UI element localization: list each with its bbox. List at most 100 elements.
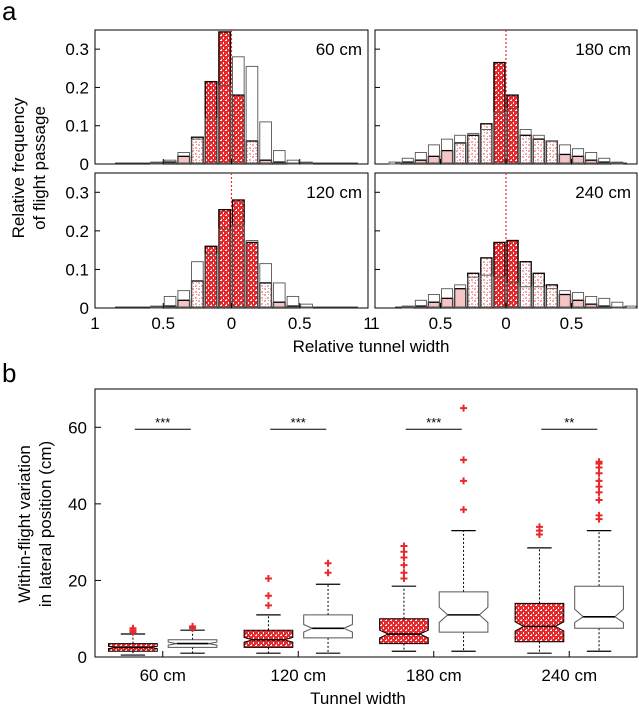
bar-series1 bbox=[532, 134, 545, 165]
bar-series1 bbox=[163, 295, 177, 309]
bar-series1 bbox=[558, 290, 571, 309]
bar-series0 bbox=[440, 149, 454, 165]
x-tick-label: 0.5 bbox=[560, 314, 584, 333]
histogram-240cm: 240 cm 1 0.5 0 0.5 bbox=[370, 172, 638, 333]
bar-series1 bbox=[286, 159, 300, 165]
y-tick-label: 0.1 bbox=[65, 260, 89, 279]
histogram-title: 120 cm bbox=[306, 183, 362, 202]
bar-series0 bbox=[519, 261, 532, 309]
bar-series0 bbox=[532, 272, 545, 309]
histogram-title: 60 cm bbox=[316, 40, 362, 59]
y-tick-label: 60 bbox=[68, 418, 87, 437]
bar-series1 bbox=[177, 152, 190, 165]
panel-b-letter: b bbox=[2, 358, 16, 388]
flier-marker bbox=[264, 601, 272, 609]
bar-series1 bbox=[611, 301, 624, 309]
box-open bbox=[574, 585, 624, 629]
panel-b-ylabel-line2: in lateral position (cm) bbox=[36, 441, 55, 607]
bar-series1 bbox=[493, 276, 506, 309]
x-tick-label: 0 bbox=[227, 314, 236, 333]
x-tick-label: 120 cm bbox=[270, 666, 326, 685]
y-tick-label: 40 bbox=[68, 495, 87, 514]
flier-marker bbox=[400, 561, 408, 569]
bar-series0 bbox=[519, 134, 532, 165]
y-tick-label: 0.2 bbox=[65, 78, 89, 97]
y-tick-label: 20 bbox=[68, 571, 87, 590]
histogram-60cm: 60 cm 0 0.1 0.2 0.3 bbox=[65, 29, 369, 174]
flier-marker bbox=[324, 569, 332, 577]
histogram-title: 240 cm bbox=[575, 183, 631, 202]
flier-marker bbox=[460, 456, 468, 464]
bar-series1 bbox=[300, 303, 313, 309]
significance-label: *** bbox=[291, 415, 306, 430]
bar-series0 bbox=[545, 140, 559, 165]
boxplot-panel: 0 20 40 60 60 cm *** 120 cm *** 180 cm *** 240 cm *… bbox=[68, 388, 638, 685]
y-tick-label: 0 bbox=[80, 299, 89, 318]
bar-series1 bbox=[598, 297, 611, 309]
flier-marker bbox=[400, 542, 408, 550]
bar-series1 bbox=[441, 138, 454, 165]
bar-series1 bbox=[532, 286, 545, 309]
bar-series1 bbox=[441, 288, 454, 309]
x-tick-label: 180 cm bbox=[406, 666, 462, 685]
histogram-frame bbox=[374, 29, 638, 165]
flier-marker bbox=[129, 624, 137, 632]
bar-series1 bbox=[598, 157, 611, 165]
x-tick-label: 0.5 bbox=[288, 314, 312, 333]
bar-series1 bbox=[218, 228, 231, 309]
bar-series1 bbox=[259, 263, 272, 309]
panel-a-xlabel: Relative tunnel width bbox=[293, 337, 450, 356]
bar-series1 bbox=[427, 294, 440, 309]
box-open bbox=[303, 614, 353, 639]
bar-series0 bbox=[231, 199, 245, 309]
bar-series1 bbox=[245, 65, 259, 165]
panel-a-ylabel-line1: Relative frequency bbox=[9, 97, 28, 238]
bar-series1 bbox=[480, 274, 493, 309]
flier-marker bbox=[595, 496, 603, 504]
bar-series1 bbox=[204, 117, 218, 165]
bar-series1 bbox=[493, 111, 506, 165]
bar-series1 bbox=[545, 140, 558, 165]
bar-series0 bbox=[218, 31, 232, 165]
bar-series1 bbox=[454, 284, 467, 309]
bar-series1 bbox=[232, 224, 245, 309]
bar-series0 bbox=[506, 94, 519, 165]
bar-series1 bbox=[454, 134, 467, 165]
bar-series0 bbox=[453, 288, 467, 309]
significance-label: *** bbox=[155, 415, 170, 430]
panel-a-letter: a bbox=[2, 0, 17, 26]
bar-series1 bbox=[585, 295, 598, 309]
bar-series1 bbox=[414, 299, 427, 309]
bar-series1 bbox=[545, 288, 558, 309]
histogram-frame bbox=[94, 29, 369, 165]
flier-marker bbox=[595, 511, 603, 519]
bar-series1 bbox=[401, 157, 414, 165]
bar-series0 bbox=[532, 138, 545, 165]
flier-marker bbox=[324, 559, 332, 567]
bar-series0 bbox=[231, 94, 245, 165]
x-tick-label: 1 bbox=[370, 314, 379, 333]
significance-label: *** bbox=[426, 415, 441, 430]
bar-series1 bbox=[427, 144, 440, 165]
box-red bbox=[243, 629, 294, 648]
bar-series1 bbox=[204, 253, 218, 309]
bar-series0 bbox=[493, 61, 506, 165]
bar-series1 bbox=[273, 282, 286, 309]
bar-series0 bbox=[467, 272, 480, 309]
bar-series0 bbox=[245, 140, 259, 165]
bar-series1 bbox=[414, 152, 427, 165]
x-tick-label: 0.5 bbox=[151, 314, 175, 333]
bar-series1 bbox=[191, 138, 204, 165]
bar-series1 bbox=[480, 129, 493, 165]
flier-marker bbox=[264, 575, 272, 583]
bar-series0 bbox=[493, 241, 506, 309]
y-tick-label: 0.3 bbox=[65, 40, 89, 59]
bar-series1 bbox=[259, 121, 272, 165]
box-open bbox=[438, 591, 489, 633]
box-red bbox=[514, 602, 565, 643]
bar-series1 bbox=[286, 295, 300, 309]
bar-series0 bbox=[218, 208, 232, 309]
bar-series1 bbox=[572, 148, 585, 165]
histogram-120cm: 120 cm 0 0.1 0.2 0.3 1 0.5 0 0.5 1 bbox=[65, 172, 373, 333]
